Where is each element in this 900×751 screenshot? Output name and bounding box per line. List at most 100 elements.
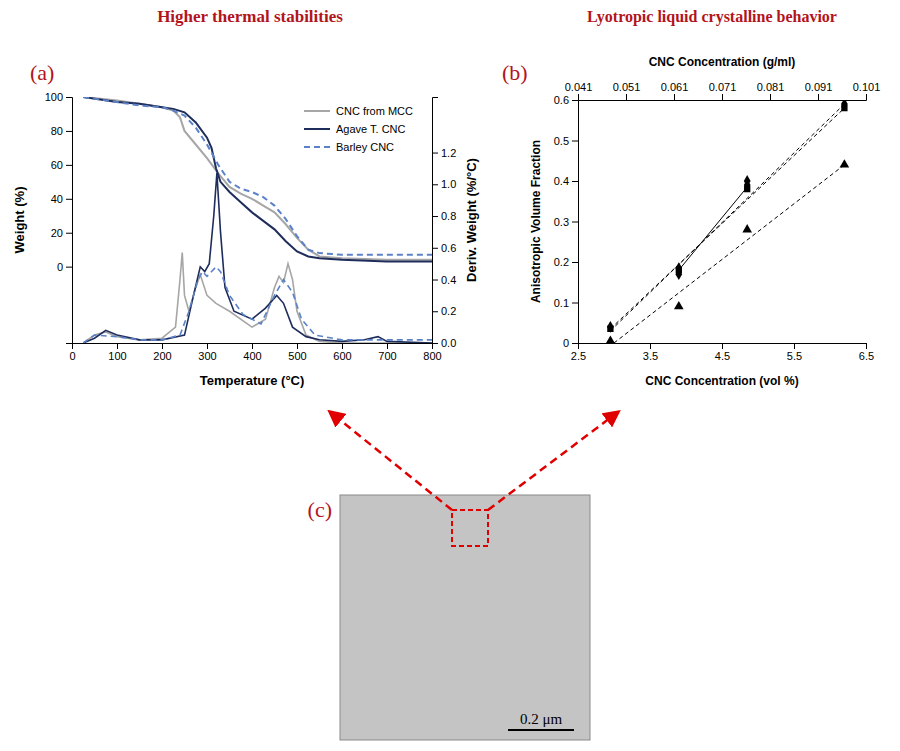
tick-mark <box>650 343 651 349</box>
plot-area <box>606 100 850 343</box>
tick-label: 1.2 <box>441 147 456 159</box>
tick-mark <box>432 216 438 217</box>
tick: 400 <box>243 343 261 362</box>
panel-title: Lyotropic liquid crystalline behavior <box>587 8 837 26</box>
tick-mark <box>770 94 771 100</box>
weight-line <box>83 97 432 262</box>
x-axis-title: CNC Concentration (vol %) <box>645 374 798 388</box>
tick-mark <box>66 131 72 132</box>
tick-label: 0.6 <box>554 94 569 106</box>
tick-mark <box>162 343 163 349</box>
tick-label: 0 <box>69 350 75 362</box>
tick-mark <box>432 311 438 312</box>
tick-label: 0 <box>563 337 569 349</box>
tick-label: 400 <box>243 350 261 362</box>
tick: 800 <box>423 343 441 362</box>
x-axis-line <box>73 344 433 350</box>
highlight-box <box>452 510 488 546</box>
scale-bar-label: 0.2 μm <box>520 711 563 727</box>
tick: 300 <box>198 343 216 362</box>
tick-mark <box>66 267 72 268</box>
tick-mark <box>66 199 72 200</box>
tick: 20 <box>51 227 72 239</box>
tick: 5.5 <box>787 343 802 362</box>
tick: 0.051 <box>613 81 641 100</box>
weight-line <box>83 97 432 255</box>
y-axis-title: Anisotropic Volume Fraction <box>529 140 543 303</box>
marker <box>742 224 752 232</box>
tick-label: 20 <box>51 227 63 239</box>
y-axis: 0 0.1 0.2 0.3 0.4 0.5 0.6 <box>554 94 579 349</box>
tick-mark <box>66 165 72 166</box>
tick: 40 <box>51 193 72 205</box>
tick-label: 0.4 <box>554 175 569 187</box>
tick: 0.2 <box>432 305 456 317</box>
tick-mark <box>794 343 795 349</box>
x2-axis-line <box>579 94 867 101</box>
tick: 0.6 <box>554 94 578 106</box>
tick: 0.5 <box>554 135 578 147</box>
tick: 0.4 <box>432 274 456 286</box>
y-axis-line <box>572 101 579 344</box>
tick: 0.101 <box>853 81 881 100</box>
x2-axis: 0.0410.0510.0610.0710.0810.0910.101 <box>565 81 881 101</box>
tick-label: 0.061 <box>661 81 689 93</box>
legend-label: Barley CNC <box>336 141 394 153</box>
tick: 4.5 <box>715 343 730 362</box>
tick: 0.081 <box>757 81 785 100</box>
tick-label: 500 <box>288 350 306 362</box>
tick: 0.3 <box>554 216 578 228</box>
scale-bar <box>508 729 574 731</box>
tick-mark <box>572 141 578 142</box>
y-axis-line <box>66 98 73 344</box>
tick-label: 3.5 <box>643 350 658 362</box>
tick-mark <box>866 94 867 100</box>
y-axis: 020406080100 <box>45 91 73 343</box>
tick-mark <box>117 343 118 349</box>
marker <box>674 301 684 309</box>
marker <box>606 335 616 343</box>
tick-mark <box>722 94 723 100</box>
tick: 0.071 <box>709 81 737 100</box>
y2-axis: 0.00.20.40.60.81.01.2 <box>432 98 456 350</box>
panel-label: (a) <box>30 60 54 85</box>
tick-mark <box>207 343 208 349</box>
tick-label: 800 <box>423 350 441 362</box>
x-axis: 0100200300400500600700800 <box>69 343 441 362</box>
tick-mark <box>578 94 579 100</box>
trend-line <box>610 108 844 329</box>
tick-label: 0.091 <box>805 81 833 93</box>
tick-label: 0.0 <box>441 337 456 349</box>
tick-label: 0.2 <box>441 305 456 317</box>
tick-mark <box>297 343 298 349</box>
tick-mark <box>572 343 578 344</box>
tick-label: 80 <box>51 125 63 137</box>
tick-mark <box>342 343 343 349</box>
plot-area <box>83 97 432 343</box>
tick: 0 <box>69 343 75 362</box>
tick-label: 0 <box>57 261 63 273</box>
trend-line <box>610 104 844 331</box>
marker <box>840 159 850 167</box>
tick-label: 0.051 <box>613 81 641 93</box>
derivative-line <box>83 267 432 343</box>
tick: 200 <box>153 343 171 362</box>
tick-mark <box>252 343 253 349</box>
tick-mark <box>866 343 867 349</box>
tick-mark <box>432 184 438 185</box>
tick-label: 0.8 <box>441 210 456 222</box>
tick-label: 2.5 <box>571 350 586 362</box>
tick: 600 <box>333 343 351 362</box>
derivative-line <box>83 253 432 343</box>
x-axis: 2.53.54.55.56.5 <box>571 343 874 362</box>
arrow <box>330 412 452 510</box>
tick: 0.6 <box>432 242 456 254</box>
tick-mark <box>432 153 438 154</box>
tick: 0.1 <box>554 297 578 309</box>
tick-mark <box>387 343 388 349</box>
weight-line <box>83 97 432 260</box>
trend-line <box>614 165 844 343</box>
tick: 0.2 <box>554 256 578 268</box>
micrograph <box>340 495 590 740</box>
tick: 0 <box>57 261 72 273</box>
